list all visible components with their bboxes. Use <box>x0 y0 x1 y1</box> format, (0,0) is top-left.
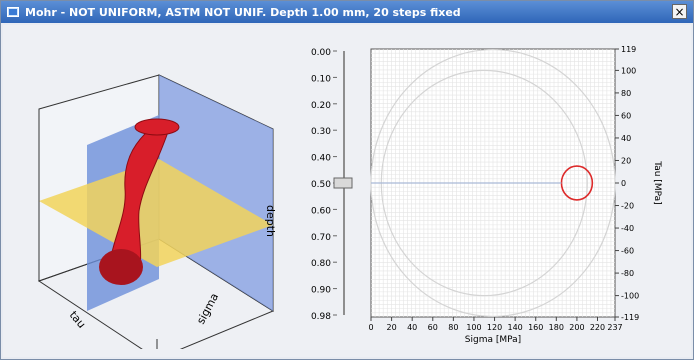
slider-tick-label: 0.00 <box>311 48 331 58</box>
y-tick-label: 40 <box>621 134 631 143</box>
depth-axis-label: depth <box>264 205 277 237</box>
y-tick-label: -100 <box>621 292 639 301</box>
slider-thumb[interactable] <box>333 177 353 189</box>
slider-tick-label: 0.60 <box>311 206 331 216</box>
tube-bottom-blob <box>99 249 143 285</box>
y-tick-label: 119 <box>621 45 636 54</box>
slider-tick-label: 0.20 <box>311 101 331 111</box>
y-tick-label: -20 <box>621 202 634 211</box>
y-tick-label: 20 <box>621 156 631 165</box>
grid <box>371 49 615 317</box>
y-tick-label: -40 <box>621 224 634 233</box>
slider-tick-label: 0.50 <box>311 180 331 190</box>
y-tick-label: -60 <box>621 247 634 256</box>
x-tick-label: 60 <box>428 323 438 332</box>
y-tick-label: -80 <box>621 269 634 278</box>
slider-tick-label: 0.70 <box>311 233 331 243</box>
x-tick-label: 100 <box>466 323 481 332</box>
plot-3d[interactable]: tau sigma depth <box>7 29 307 349</box>
x-tick-label: 120 <box>487 323 502 332</box>
x-tick-label: 180 <box>549 323 564 332</box>
app-icon <box>7 7 19 17</box>
title-bar[interactable]: Mohr - NOT UNIFORM, ASTM NOT UNIF. Depth… <box>1 1 693 23</box>
y-tick-label: 100 <box>621 66 636 75</box>
content-area: tau sigma depth 0.00 0.10 0.20 0.30 0.40 0.50… <box>3 25 691 357</box>
x-axis-label: Sigma [MPa] <box>465 335 521 345</box>
slider-tick-label: 0.30 <box>311 127 331 137</box>
slider-ticks: 0.00 0.10 0.20 0.30 0.40 0.50 0.60 0.70 0.80 0.90… <box>311 48 337 322</box>
y-axis-label: Tau [MPa] <box>652 160 662 204</box>
depth-slider-svg: 0.00 0.10 0.20 0.30 0.40 0.50 0.60 0.70 0.80 0.90… <box>311 48 353 322</box>
slider-tick-label: 0.10 <box>311 74 331 84</box>
depth-slider[interactable]: 0.00 0.10 0.20 0.30 0.40 0.50 0.60 0.70 0.80 0.90… <box>301 25 363 325</box>
slider-tick-label: 0.90 <box>311 286 331 296</box>
y-tick-label: 60 <box>621 111 631 120</box>
x-tick-label: 0 <box>368 323 373 332</box>
sigma-axis-label: sigma <box>194 291 221 326</box>
y-tick-label: -119 <box>621 313 639 322</box>
x-tick-label: 200 <box>569 323 584 332</box>
x-tick-label: 237 <box>607 323 622 332</box>
window-title: Mohr - NOT UNIFORM, ASTM NOT UNIF. Depth… <box>25 5 461 19</box>
slider-tick-label: 0.98 <box>311 312 331 322</box>
slider-tick-label: 0.80 <box>311 259 331 269</box>
slider-tick-label: 0.40 <box>311 154 331 164</box>
x-tick-label: 20 <box>386 323 396 332</box>
x-tick-label: 80 <box>448 323 458 332</box>
x-tick-label: 140 <box>507 323 522 332</box>
close-button[interactable]: × <box>672 4 687 19</box>
x-tick-label: 220 <box>590 323 605 332</box>
tube-top-ring <box>134 118 180 136</box>
yellow-plane <box>39 159 273 267</box>
x-tick-label: 160 <box>528 323 543 332</box>
y-tick-label: 80 <box>621 89 631 98</box>
x-tick-label: 40 <box>407 323 417 332</box>
y-tick-label: 0 <box>621 179 626 188</box>
